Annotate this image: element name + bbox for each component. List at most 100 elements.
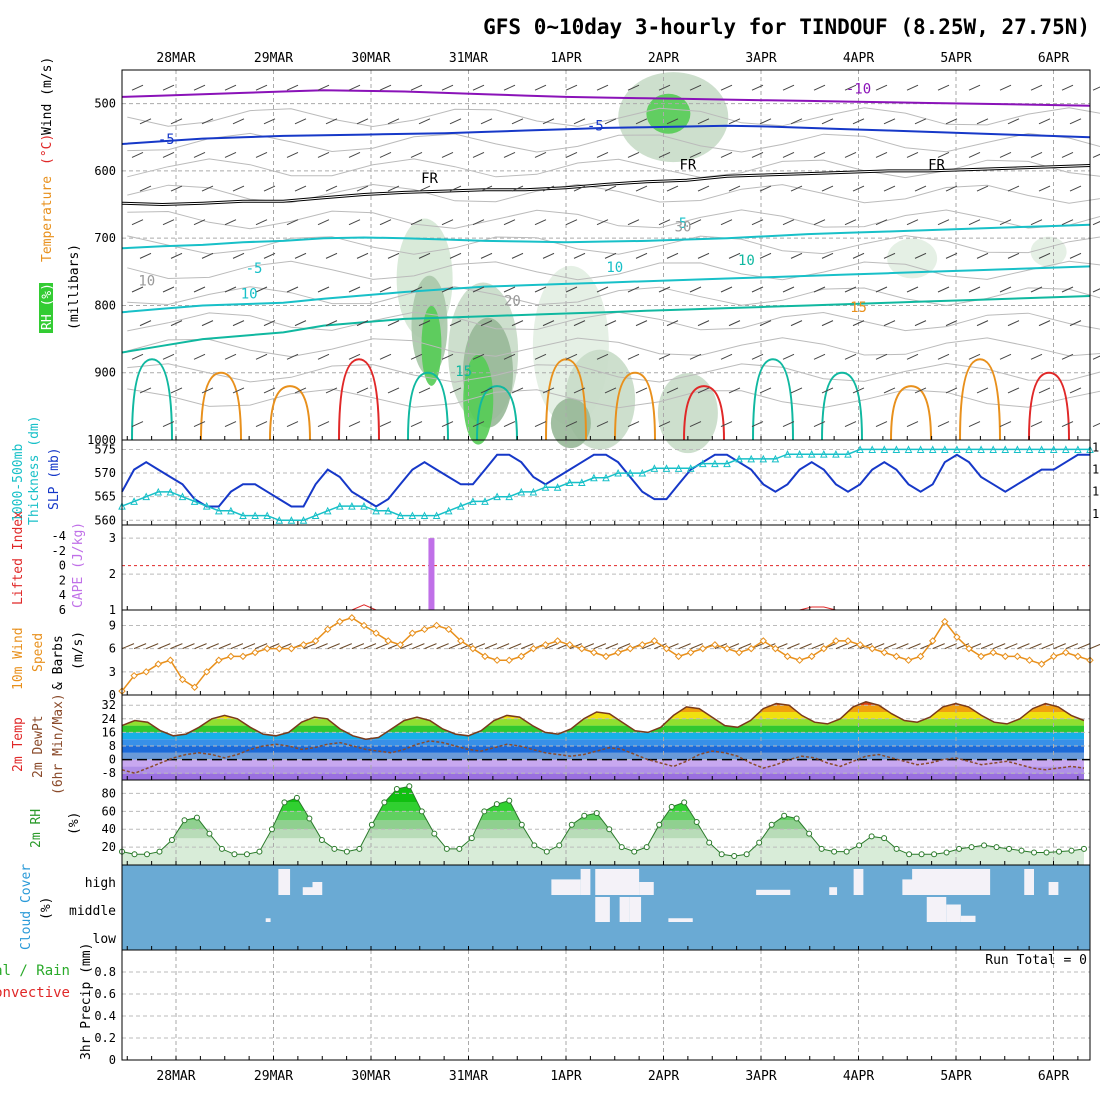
wind-barb [999, 151, 1012, 158]
wind-barb [844, 84, 857, 91]
wind-barb-10m [944, 643, 957, 650]
wind-barb [379, 84, 392, 91]
wind-barb [945, 387, 958, 394]
temp2m-axis-label: 2m Temp [11, 717, 26, 772]
wind-barb [131, 84, 144, 91]
wind-speed-marker [578, 644, 586, 653]
thickness-marker [456, 501, 465, 510]
rh-band [122, 820, 1084, 830]
cape-bar [428, 538, 435, 610]
wind-barb-10m [738, 643, 752, 650]
wind-barb-10m [956, 643, 970, 650]
date-label-bottom: 30MAR [351, 1069, 390, 1084]
contour-label: FR [421, 171, 438, 187]
wind-barb [1030, 421, 1043, 428]
wind-speed-marker [420, 625, 429, 634]
wind-barb [1061, 421, 1074, 428]
wind-barb [937, 421, 950, 428]
wind-barb [472, 353, 485, 360]
thickness-marker [529, 487, 538, 496]
rh-marker [1031, 849, 1038, 856]
wind-barb [821, 252, 834, 259]
wind-barb-10m [363, 643, 377, 650]
rh-marker [1043, 849, 1050, 856]
thickness-marker [590, 473, 598, 482]
pressure-axis-label: (millibars) [67, 244, 82, 330]
wind-speed-marker [215, 656, 223, 664]
thickness-marker [880, 445, 889, 453]
wind-barb [379, 353, 392, 360]
wind-barb [914, 185, 927, 192]
wind-barb [1069, 320, 1082, 327]
wind-barb [1092, 220, 1100, 226]
wind-speed-marker [856, 641, 864, 649]
thickness-marker [505, 492, 514, 501]
rh-band [122, 811, 1084, 821]
wind-barb-10m [654, 643, 667, 650]
wind-barb [627, 151, 640, 158]
wind-barb [542, 118, 555, 125]
thickness-marker [360, 501, 368, 510]
rh-marker [406, 783, 413, 790]
wind-speed-marker [311, 637, 320, 645]
wind-axis-label: Wind (m/s) [40, 57, 55, 135]
wind-speed-marker [553, 637, 562, 645]
wind-barb-10m [460, 643, 473, 650]
wind-barb [193, 84, 206, 91]
wind-barb [883, 185, 896, 192]
contour-label: 5 [679, 216, 687, 232]
wind-speed-marker [844, 637, 852, 645]
thickness-marker [251, 511, 259, 520]
wind-barb [170, 118, 183, 125]
wind-barb-10m [351, 643, 365, 650]
wind-barb [782, 353, 795, 360]
wind-barb [844, 151, 857, 158]
wind-tick-label: 0 [109, 688, 116, 702]
thickness-marker [517, 487, 526, 496]
precip-tick-label: 0.2 [94, 1031, 116, 1045]
thickness-marker [372, 506, 380, 515]
wind-barb [286, 353, 299, 360]
rh-marker [831, 848, 838, 855]
wind-barb [728, 387, 741, 394]
temperature-contour-loop [614, 371, 656, 441]
wind-speed-marker [154, 660, 163, 668]
wind-speed-marker [493, 656, 501, 664]
wind-barb [1092, 422, 1100, 428]
wind-barb [534, 219, 547, 226]
wind-barb-10m [158, 643, 171, 650]
wind-barb [883, 252, 896, 259]
wind-barb [875, 219, 888, 226]
wind-barb [937, 353, 950, 360]
wind-barb [968, 353, 981, 360]
wind-barb [604, 252, 617, 259]
thickness-marker [638, 468, 647, 477]
thickness-marker [565, 478, 574, 486]
rh-marker [993, 844, 1000, 851]
fills-layer [122, 72, 1090, 950]
wind-barb [356, 118, 369, 125]
panel-frame [121, 949, 1091, 1061]
wind-barb [263, 320, 276, 327]
wind-barb [751, 219, 764, 226]
rh-marker [743, 851, 750, 858]
cloud-axis-label: Cloud Cover [19, 864, 34, 950]
rh-marker [506, 797, 513, 804]
wind-barb-10m [980, 643, 994, 650]
thickness-marker [940, 445, 949, 453]
wind-barb [379, 286, 392, 293]
thickness-marker [819, 450, 828, 458]
wind-barb [759, 252, 772, 259]
temperature-contour-loop [1028, 371, 1070, 441]
wind-barb [666, 185, 679, 192]
wind-barb [325, 252, 338, 259]
date-label-bottom: 5APR [940, 1069, 971, 1084]
wind-barb [441, 421, 454, 428]
thickness-marker [214, 506, 223, 515]
temperature-tick-label: -8 [102, 766, 116, 780]
thickness-tick-label: 560 [94, 513, 116, 527]
temperature-contour-loop [269, 385, 311, 441]
contour-label: FR [928, 158, 945, 174]
thickness-marker [844, 450, 852, 458]
